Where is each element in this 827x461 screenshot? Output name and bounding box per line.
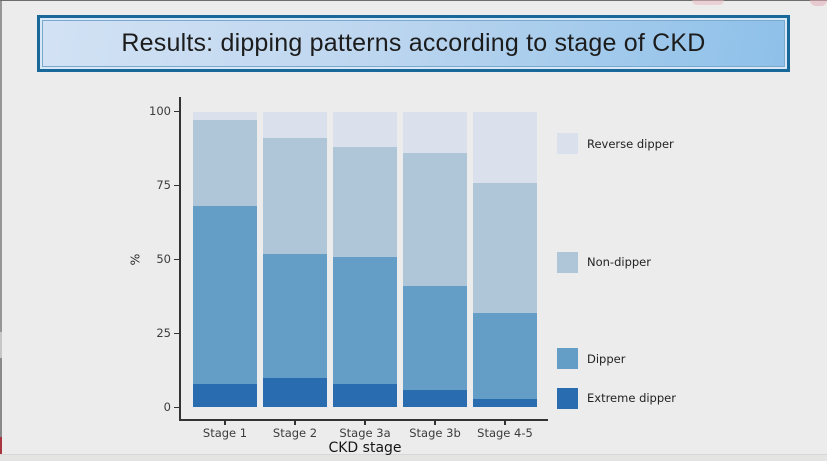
y-tick-mark bbox=[173, 184, 180, 187]
top-pink-smudge bbox=[692, 0, 724, 5]
legend-swatch bbox=[557, 133, 578, 154]
x-tick-label: Stage 1 bbox=[202, 426, 248, 440]
bar-segment-extreme-dipper bbox=[473, 398, 537, 408]
x-tick-label: Stage 4-5 bbox=[477, 426, 533, 440]
bar-segment-non-dipper bbox=[193, 120, 257, 207]
slide-title-box: Results: dipping patterns according to s… bbox=[37, 15, 790, 72]
y-tick-mark bbox=[173, 406, 180, 409]
bottom-edge-band bbox=[0, 454, 827, 461]
bar-segment-reverse-dipper bbox=[473, 111, 537, 183]
bar-segment-dipper bbox=[403, 286, 467, 390]
bar-segment-reverse-dipper bbox=[263, 111, 327, 139]
legend-item: Non-dipper bbox=[557, 251, 651, 273]
legend-swatch bbox=[557, 251, 578, 273]
x-tick-mark bbox=[294, 419, 296, 425]
left-edge-strip-gray bbox=[0, 1, 2, 332]
x-tick-mark bbox=[434, 419, 436, 425]
legend-swatch bbox=[557, 387, 578, 409]
x-tick-mark bbox=[504, 419, 506, 425]
x-tick-label: Stage 2 bbox=[272, 426, 318, 440]
left-edge-strip-light bbox=[0, 332, 2, 358]
x-tick-label: Stage 3a bbox=[339, 426, 391, 440]
top-right-pink-smudge bbox=[810, 0, 827, 6]
y-tick-label: 25 bbox=[156, 326, 171, 340]
legend-label: Non-dipper bbox=[587, 255, 651, 269]
bar-segment-non-dipper bbox=[473, 182, 537, 313]
bar-segment-reverse-dipper bbox=[333, 111, 397, 148]
left-edge-strip-red bbox=[0, 437, 2, 455]
y-tick-mark bbox=[173, 110, 180, 113]
bar-segment-reverse-dipper bbox=[403, 111, 467, 153]
legend-label: Extreme dipper bbox=[587, 391, 676, 405]
legend-item: Reverse dipper bbox=[557, 133, 674, 154]
top-edge-line bbox=[0, 0, 827, 1]
y-axis-line bbox=[179, 97, 181, 420]
bar-segment-non-dipper bbox=[333, 147, 397, 257]
legend-item: Dipper bbox=[557, 348, 625, 369]
x-tick-mark bbox=[364, 419, 366, 425]
legend-item: Extreme dipper bbox=[557, 387, 676, 409]
bar-segment-dipper bbox=[193, 206, 257, 384]
y-tick-label: 0 bbox=[163, 400, 171, 414]
x-tick-label: Stage 3b bbox=[409, 426, 461, 440]
legend-label: Reverse dipper bbox=[587, 136, 674, 151]
x-axis-title: CKD stage bbox=[328, 440, 402, 456]
bar-segment-dipper bbox=[263, 253, 327, 378]
bar-segment-dipper bbox=[473, 312, 537, 399]
y-tick-label: 50 bbox=[156, 252, 171, 266]
bar-segment-extreme-dipper bbox=[403, 389, 467, 408]
bar-segment-reverse-dipper bbox=[193, 111, 257, 121]
bar-segment-extreme-dipper bbox=[193, 383, 257, 408]
x-axis-line bbox=[179, 419, 548, 421]
y-tick-mark bbox=[173, 332, 180, 335]
bar-segment-non-dipper bbox=[263, 138, 327, 254]
y-tick-label: 100 bbox=[149, 104, 171, 118]
y-tick-label: 75 bbox=[156, 178, 171, 192]
x-tick-mark bbox=[224, 419, 226, 425]
bar-segment-extreme-dipper bbox=[333, 383, 397, 408]
bar-segment-non-dipper bbox=[403, 152, 467, 287]
legend-label: Dipper bbox=[587, 351, 626, 366]
left-edge-strip-darkgray bbox=[0, 358, 2, 437]
y-tick-mark bbox=[173, 258, 180, 261]
bar-segment-dipper bbox=[333, 256, 397, 384]
bar-segment-extreme-dipper bbox=[263, 377, 327, 408]
legend-swatch bbox=[557, 348, 578, 369]
slide-title: Results: dipping patterns according to s… bbox=[121, 29, 706, 57]
